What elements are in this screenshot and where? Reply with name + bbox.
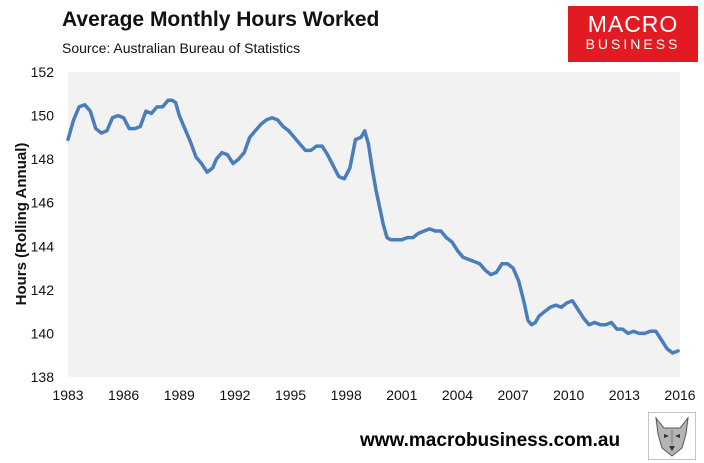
x-tick-label: 2004 xyxy=(442,387,473,403)
chart-subtitle: Source: Australian Bureau of Statistics xyxy=(62,40,301,56)
x-tick-label: 1989 xyxy=(164,387,195,403)
x-tick-label: 2010 xyxy=(553,387,584,403)
x-tick-label: 2007 xyxy=(498,387,529,403)
chart-title: Average Monthly Hours Worked xyxy=(62,8,380,31)
logo-line-business: BUSINESS xyxy=(585,36,681,52)
y-axis-title: Hours (Rolling Annual) xyxy=(13,143,30,306)
x-tick-label: 1995 xyxy=(275,387,306,403)
y-tick-label: 144 xyxy=(31,238,55,254)
y-tick-label: 140 xyxy=(31,325,55,341)
y-tick-label: 146 xyxy=(31,195,55,211)
x-tick-label: 1998 xyxy=(331,387,362,403)
x-tick-label: 2016 xyxy=(664,387,695,403)
x-tick-label: 1986 xyxy=(108,387,139,403)
y-axis-ticks: 138 140 142 144 146 148 150 152 xyxy=(31,64,55,385)
x-tick-label: 1992 xyxy=(219,387,250,403)
x-tick-label: 2001 xyxy=(386,387,417,403)
y-tick-label: 150 xyxy=(31,108,55,124)
y-tick-label: 152 xyxy=(31,64,55,80)
y-tick-label: 142 xyxy=(31,282,55,298)
footer-website-url[interactable]: www.macrobusiness.com.au xyxy=(360,430,621,451)
series-line-hours xyxy=(66,98,680,355)
x-tick-label: 1983 xyxy=(52,387,83,403)
y-tick-label: 138 xyxy=(31,369,55,385)
x-tick-label: 2013 xyxy=(609,387,640,403)
macrobusiness-logo[interactable]: MACRO BUSINESS xyxy=(568,6,698,62)
y-tick-label: 148 xyxy=(31,151,55,167)
plot-area xyxy=(68,72,680,377)
x-axis-ticks: 1983 1986 1989 1992 1995 1998 2001 2004 2007 2010… xyxy=(52,387,695,403)
logo-line-macro: MACRO xyxy=(587,11,679,37)
wolf-icon xyxy=(648,412,696,460)
